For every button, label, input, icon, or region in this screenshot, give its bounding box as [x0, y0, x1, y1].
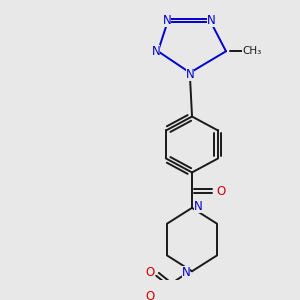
Text: N: N — [152, 45, 160, 58]
Text: N: N — [182, 266, 190, 279]
Text: N: N — [186, 68, 194, 81]
Text: N: N — [194, 200, 202, 213]
Text: N: N — [163, 14, 171, 27]
Text: CH₃: CH₃ — [242, 46, 262, 56]
Text: N: N — [207, 14, 215, 27]
Text: O: O — [146, 266, 154, 279]
Text: O: O — [146, 290, 154, 300]
Text: O: O — [216, 184, 226, 198]
